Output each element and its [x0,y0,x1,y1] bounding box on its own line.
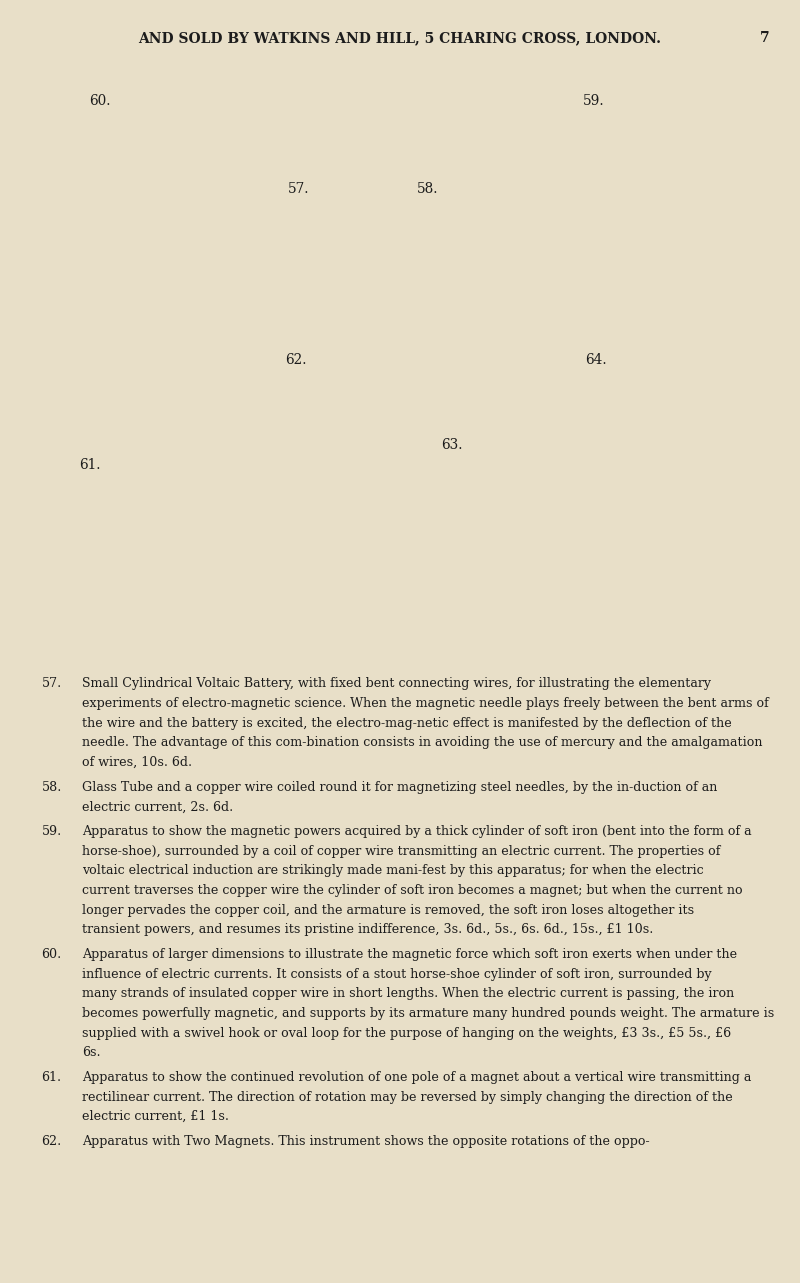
Text: 62.: 62. [286,353,306,367]
Text: 57.: 57. [42,677,62,690]
Text: longer pervades the copper coil, and the armature is removed, the soft iron lose: longer pervades the copper coil, and the… [82,903,694,916]
Text: Apparatus with Two Magnets. This instrument shows the opposite rotations of the : Apparatus with Two Magnets. This instrum… [82,1135,650,1148]
Text: 60.: 60. [42,948,62,961]
Text: 64.: 64. [585,353,607,367]
Text: needle. The advantage of this com­bination consists in avoiding the use of mercu: needle. The advantage of this com­binati… [82,736,763,749]
Text: electric current, £1 1s.: electric current, £1 1s. [82,1110,230,1123]
Text: 61.: 61. [42,1071,62,1084]
Text: current traverses the copper wire the cylinder of soft iron becomes a magnet; bu: current traverses the copper wire the cy… [82,884,743,897]
Text: 59.: 59. [582,95,605,108]
Text: 7: 7 [760,31,770,45]
Text: electric current, 2s. 6d.: electric current, 2s. 6d. [82,801,234,813]
Text: many strands of insulated copper wire in short lengths. When the electric curren: many strands of insulated copper wire in… [82,987,734,1001]
Text: Apparatus of larger dimensions to illustrate the magnetic force which soft iron : Apparatus of larger dimensions to illust… [82,948,738,961]
Text: transient powers, and resumes its pristine indifference, 3s. 6d., 5s., 6s. 6d., : transient powers, and resumes its pristi… [82,924,654,937]
Bar [0,0,800,670]
Text: 59.: 59. [42,825,62,838]
Text: 61.: 61. [79,458,100,472]
Text: rectilinear current. The direction of rotation may be reversed by simply changin: rectilinear current. The direction of ro… [82,1091,733,1103]
Text: 57.: 57. [288,182,309,196]
Text: experiments of electro-magnetic science. When the magnetic needle plays freely b: experiments of electro-magnetic science.… [82,697,769,709]
Text: horse-shoe), surrounded by a coil of copper wire transmitting an electric curren: horse-shoe), surrounded by a coil of cop… [82,844,721,858]
Text: Small Cylindrical Voltaic Battery, with fixed bent connecting wires, for illustr: Small Cylindrical Voltaic Battery, with … [82,677,711,690]
Text: 6s.: 6s. [82,1046,101,1060]
Text: Apparatus to show the continued revolution of one pole of a magnet about a verti: Apparatus to show the continued revoluti… [82,1071,752,1084]
Text: influence of electric currents. It consists of a stout horse-shoe cylinder of so: influence of electric currents. It consi… [82,967,712,980]
Text: supplied with a swivel hook or oval loop for the purpose of hanging on the weigh: supplied with a swivel hook or oval loop… [82,1026,731,1039]
Text: Apparatus to show the magnetic powers acquired by a thick cylinder of soft iron : Apparatus to show the magnetic powers ac… [82,825,752,838]
Text: 62.: 62. [42,1135,62,1148]
Text: the wire and the battery is excited, the electro-mag­netic effect is manifested : the wire and the battery is excited, the… [82,717,732,730]
Text: 58.: 58. [418,182,438,196]
Text: 60.: 60. [90,95,110,108]
Text: 63.: 63. [442,438,462,452]
Text: AND SOLD BY WATKINS AND HILL, 5 CHARING CROSS, LONDON.: AND SOLD BY WATKINS AND HILL, 5 CHARING … [138,31,662,45]
Text: 58.: 58. [42,780,62,794]
Text: voltaic electrical induction are strikingly made mani­fest by this apparatus; fo: voltaic electrical induction are strikin… [82,865,704,878]
Text: becomes powerfully magnetic, and supports by its armature many hundred pounds we: becomes powerfully magnetic, and support… [82,1007,774,1020]
Text: Glass Tube and a copper wire coiled round it for magnetizing steel needles, by t: Glass Tube and a copper wire coiled roun… [82,780,718,794]
Text: of wires, 10s. 6d.: of wires, 10s. 6d. [82,756,192,769]
